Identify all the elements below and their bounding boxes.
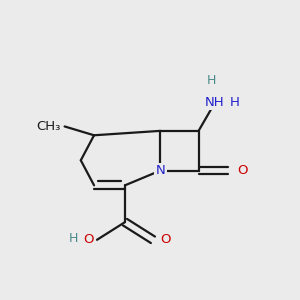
Text: H: H <box>207 74 217 87</box>
Text: CH₃: CH₃ <box>36 120 60 133</box>
Text: H: H <box>230 96 240 110</box>
Text: N: N <box>155 164 165 177</box>
Text: O: O <box>160 233 171 246</box>
Text: NH: NH <box>205 96 225 110</box>
Text: H: H <box>68 232 78 245</box>
Text: O: O <box>84 233 94 246</box>
Text: O: O <box>237 164 247 177</box>
